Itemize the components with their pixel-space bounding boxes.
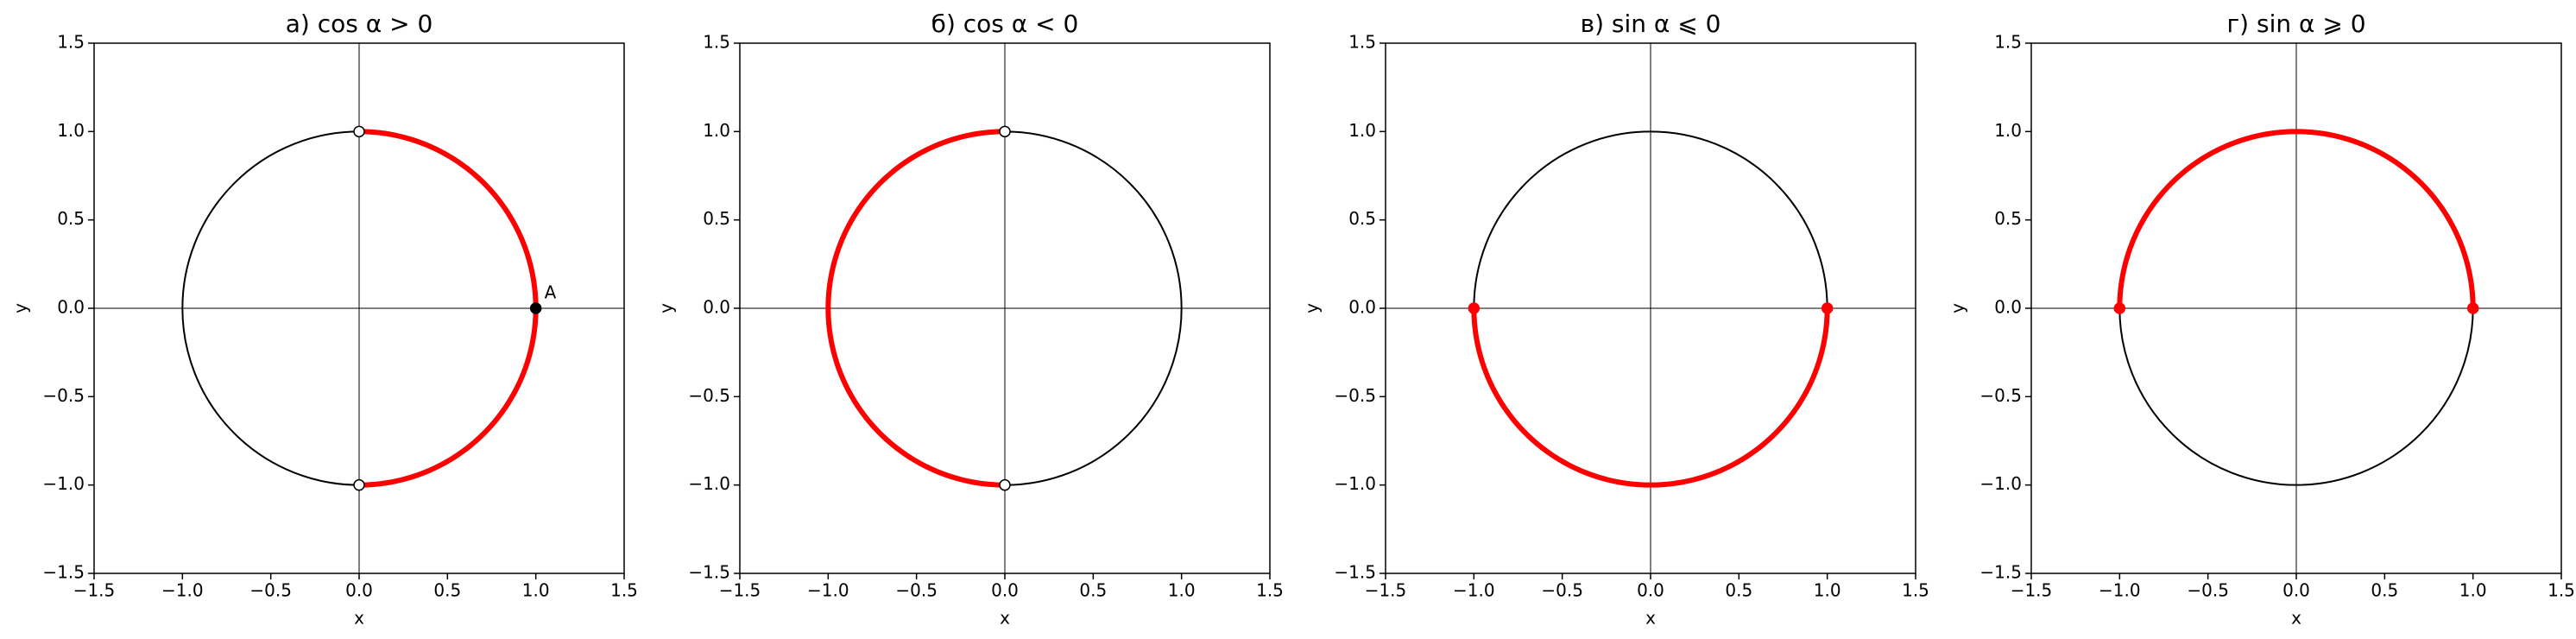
point bbox=[1821, 302, 1834, 314]
highlight-arc bbox=[825, 129, 1006, 488]
y-tick-label: −1.5 bbox=[688, 562, 730, 583]
x-tick-label: 0.5 bbox=[1079, 580, 1107, 601]
x-tick-label: −1.5 bbox=[1365, 580, 1407, 601]
x-tick-label: 0.0 bbox=[2282, 580, 2310, 601]
x-tick-label: 1.5 bbox=[1256, 580, 1284, 601]
point bbox=[2113, 302, 2126, 314]
x-tick-label: 1.0 bbox=[1168, 580, 1196, 601]
y-tick-label: 1.0 bbox=[1348, 120, 1376, 141]
x-axis-label: x bbox=[1645, 608, 1656, 629]
x-tick-label: 0.5 bbox=[1725, 580, 1752, 601]
x-tick-label: 0.0 bbox=[345, 580, 373, 601]
x-tick-label: −1.5 bbox=[2011, 580, 2053, 601]
point bbox=[353, 125, 365, 138]
y-tick-label: 0.5 bbox=[1994, 208, 2022, 229]
x-tick-label: −0.5 bbox=[1541, 580, 1583, 601]
point bbox=[353, 478, 365, 491]
y-tick-label: 0.5 bbox=[703, 208, 730, 229]
x-axis-label: x bbox=[2291, 608, 2301, 629]
x-tick-label: −0.5 bbox=[2187, 580, 2229, 601]
y-tick-label: 0.0 bbox=[57, 297, 85, 318]
subplot: б) cos α < 0 −1.5 −1.0 −0.5 0.0 0.5 1.0 1.5 −1.5… bbox=[656, 9, 1284, 629]
point bbox=[999, 125, 1011, 138]
y-tick-label: 1.5 bbox=[57, 32, 85, 53]
x-tick-label: 1.0 bbox=[2459, 580, 2487, 601]
highlight-arc bbox=[1471, 307, 1830, 488]
y-tick-label: −0.5 bbox=[688, 385, 730, 406]
y-tick-label: 0.0 bbox=[1994, 297, 2022, 318]
y-tick-label: 1.5 bbox=[1348, 32, 1376, 53]
x-tick-label: 1.5 bbox=[1902, 580, 1929, 601]
annotation: A bbox=[545, 282, 557, 303]
y-tick-label: 0.5 bbox=[57, 208, 85, 229]
x-tick-label: −1.0 bbox=[161, 580, 204, 601]
y-tick-label: 1.0 bbox=[703, 120, 730, 141]
subplot: в) sin α ⩽ 0 −1.5 −1.0 −0.5 0.0 0.5 1.0 1.5 −1.5… bbox=[1302, 9, 1929, 629]
y-tick-label: −1.5 bbox=[1334, 562, 1376, 583]
y-tick-label: −1.0 bbox=[1979, 473, 2022, 494]
axes-frame bbox=[2030, 42, 2562, 574]
y-tick-label: −0.5 bbox=[42, 385, 85, 406]
point bbox=[529, 302, 542, 314]
subplot: а) cos α > 0 −1.5 −1.0 −0.5 0.0 0.5 1.0 1.5 −1.5… bbox=[10, 9, 638, 629]
y-tick-label: 1.0 bbox=[1994, 120, 2022, 141]
subplot-title: в) sin α ⩽ 0 bbox=[1581, 9, 1721, 38]
point bbox=[2466, 302, 2479, 314]
subplot-title: а) cos α > 0 bbox=[286, 9, 433, 38]
x-tick-label: 1.0 bbox=[1814, 580, 1841, 601]
y-tick-label: 1.5 bbox=[703, 32, 730, 53]
y-tick-label: −0.5 bbox=[1979, 385, 2022, 406]
x-tick-label: −1.0 bbox=[807, 580, 849, 601]
y-tick-label: 0.5 bbox=[1348, 208, 1376, 229]
x-tick-label: 0.0 bbox=[991, 580, 1019, 601]
x-tick-label: 0.5 bbox=[433, 580, 461, 601]
y-tick-label: −1.5 bbox=[1979, 562, 2022, 583]
axes-frame bbox=[1385, 42, 1916, 574]
subplot: г) sin α ⩾ 0 −1.5 −1.0 −0.5 0.0 0.5 1.0 1.5 −1.5… bbox=[1948, 9, 2575, 629]
y-axis-label: y bbox=[10, 303, 31, 313]
y-tick-label: −0.5 bbox=[1334, 385, 1376, 406]
y-tick-label: 1.0 bbox=[57, 120, 85, 141]
y-tick-label: −1.0 bbox=[688, 473, 730, 494]
y-axis-label: y bbox=[656, 303, 677, 313]
x-tick-label: −0.5 bbox=[895, 580, 938, 601]
axes-frame bbox=[739, 42, 1271, 574]
x-tick-label: 1.0 bbox=[522, 580, 550, 601]
y-axis-label: y bbox=[1302, 303, 1323, 313]
x-tick-label: 1.5 bbox=[2548, 580, 2575, 601]
y-axis-label: y bbox=[1948, 303, 1968, 313]
y-tick-label: −1.5 bbox=[42, 562, 85, 583]
y-tick-label: −1.0 bbox=[42, 473, 85, 494]
point bbox=[999, 478, 1011, 491]
subplot-title: б) cos α < 0 bbox=[931, 9, 1079, 38]
x-axis-label: x bbox=[1000, 608, 1010, 629]
y-tick-label: 0.0 bbox=[1348, 297, 1376, 318]
x-tick-label: 0.5 bbox=[2371, 580, 2398, 601]
x-tick-label: −0.5 bbox=[249, 580, 292, 601]
x-tick-label: −1.5 bbox=[73, 580, 116, 601]
x-tick-label: −1.5 bbox=[719, 580, 761, 601]
y-tick-label: −1.0 bbox=[1334, 473, 1376, 494]
x-tick-label: −1.0 bbox=[1453, 580, 1495, 601]
point bbox=[1468, 302, 1481, 314]
x-tick-label: 1.5 bbox=[610, 580, 638, 601]
subplot-title: г) sin α ⩾ 0 bbox=[2226, 9, 2365, 38]
highlight-arc bbox=[2117, 129, 2476, 309]
x-axis-label: x bbox=[354, 608, 364, 629]
axes-frame bbox=[93, 42, 625, 574]
x-tick-label: −1.0 bbox=[2099, 580, 2141, 601]
x-tick-label: 0.0 bbox=[1637, 580, 1664, 601]
y-tick-label: 1.5 bbox=[1994, 32, 2022, 53]
y-tick-label: 0.0 bbox=[703, 297, 730, 318]
